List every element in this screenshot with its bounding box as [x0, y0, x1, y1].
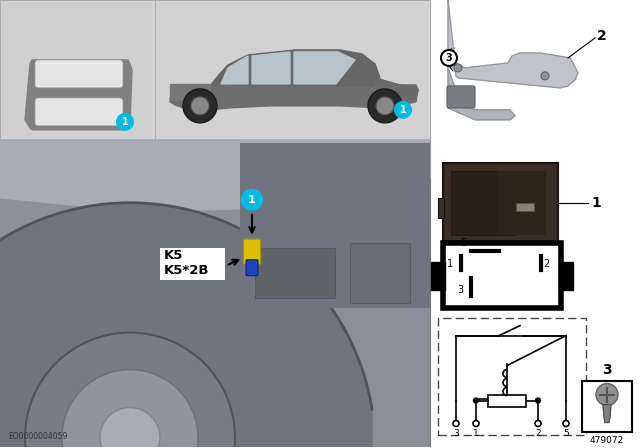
- Polygon shape: [0, 203, 372, 448]
- Polygon shape: [170, 85, 418, 110]
- Text: 3: 3: [453, 430, 459, 439]
- Circle shape: [25, 332, 235, 448]
- Bar: [435, 0, 640, 448]
- FancyBboxPatch shape: [246, 260, 258, 276]
- Bar: [559, 262, 573, 290]
- Circle shape: [191, 97, 209, 115]
- Text: 3: 3: [445, 53, 452, 63]
- Bar: [0, 0, 430, 140]
- Circle shape: [473, 421, 479, 426]
- Bar: [451, 171, 516, 235]
- Text: 1: 1: [447, 258, 453, 269]
- Polygon shape: [0, 140, 430, 210]
- Circle shape: [441, 50, 457, 66]
- Polygon shape: [603, 405, 611, 422]
- Circle shape: [541, 72, 549, 80]
- Text: 1: 1: [248, 195, 256, 205]
- Bar: [0, 140, 430, 448]
- Polygon shape: [294, 52, 355, 84]
- Bar: [255, 248, 335, 297]
- Bar: [0, 243, 430, 448]
- Text: K5: K5: [164, 249, 184, 262]
- Circle shape: [116, 113, 134, 131]
- Text: 1: 1: [591, 196, 601, 210]
- Bar: [0, 140, 430, 248]
- Bar: [350, 243, 410, 303]
- Circle shape: [241, 189, 263, 211]
- Circle shape: [474, 398, 479, 403]
- FancyBboxPatch shape: [447, 86, 475, 108]
- Bar: [240, 143, 430, 308]
- Bar: [438, 198, 444, 218]
- FancyBboxPatch shape: [35, 60, 123, 88]
- Circle shape: [563, 421, 569, 426]
- Polygon shape: [252, 52, 290, 84]
- Bar: [516, 203, 534, 211]
- Circle shape: [183, 89, 217, 123]
- Polygon shape: [210, 50, 380, 86]
- Text: EO0000004059: EO0000004059: [8, 432, 67, 441]
- FancyBboxPatch shape: [243, 239, 260, 264]
- Text: 479072: 479072: [590, 436, 624, 445]
- Bar: [438, 318, 586, 435]
- Polygon shape: [375, 78, 418, 102]
- Circle shape: [536, 398, 541, 403]
- Bar: [160, 248, 225, 280]
- Text: 2: 2: [597, 29, 607, 43]
- FancyBboxPatch shape: [35, 98, 123, 126]
- Text: 1: 1: [399, 105, 406, 115]
- Polygon shape: [221, 56, 248, 84]
- Circle shape: [453, 421, 459, 426]
- Bar: [157, 2, 428, 138]
- Circle shape: [376, 97, 394, 115]
- Text: 2: 2: [535, 430, 541, 439]
- Text: K5*2B: K5*2B: [164, 264, 209, 277]
- Text: 5: 5: [563, 430, 569, 439]
- Bar: [498, 171, 546, 235]
- Text: 1: 1: [473, 430, 479, 439]
- Text: 2: 2: [543, 258, 549, 269]
- Text: 5: 5: [460, 238, 466, 248]
- Text: 1: 1: [122, 117, 129, 127]
- Polygon shape: [448, 68, 515, 120]
- Circle shape: [100, 408, 160, 448]
- Bar: [443, 243, 561, 308]
- Polygon shape: [170, 84, 210, 100]
- Polygon shape: [448, 0, 578, 88]
- Bar: [2, 2, 152, 138]
- Bar: [582, 380, 632, 432]
- Circle shape: [62, 370, 198, 448]
- Bar: [488, 395, 526, 406]
- Bar: [431, 262, 445, 290]
- Bar: [443, 163, 558, 243]
- Circle shape: [368, 89, 402, 123]
- Polygon shape: [25, 60, 132, 130]
- Circle shape: [535, 421, 541, 426]
- Circle shape: [394, 101, 412, 119]
- Text: 3: 3: [457, 284, 463, 295]
- Circle shape: [454, 64, 462, 72]
- Circle shape: [596, 383, 618, 405]
- Text: 3: 3: [602, 362, 612, 377]
